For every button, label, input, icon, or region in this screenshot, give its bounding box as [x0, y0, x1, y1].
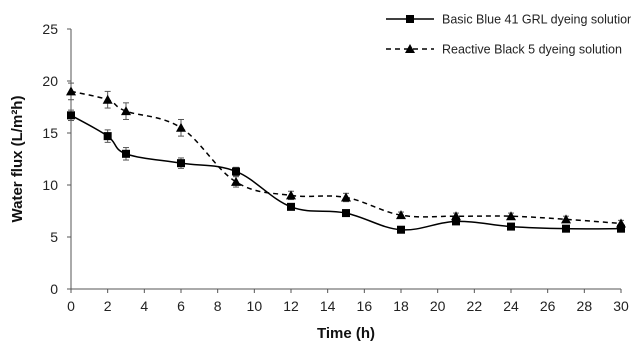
series-2	[66, 83, 626, 227]
x-tick-label: 10	[247, 298, 263, 314]
y-tick-label: 20	[42, 73, 58, 89]
y-tick-label: 15	[42, 125, 58, 141]
data-point	[286, 190, 296, 199]
legend-label: Basic Blue 41 GRL dyeing solution	[442, 13, 631, 27]
data-point	[103, 95, 113, 104]
data-point	[231, 177, 241, 186]
series-line	[71, 91, 621, 223]
data-point	[122, 150, 130, 158]
data-point	[341, 192, 351, 201]
x-axis-title: Time (h)	[317, 325, 375, 342]
data-point	[287, 203, 295, 211]
x-tick-label: 18	[393, 298, 409, 314]
y-tick-label: 25	[42, 21, 58, 37]
x-tick-label: 4	[140, 298, 148, 314]
x-tick-label: 8	[214, 298, 222, 314]
data-point	[104, 132, 112, 140]
data-point	[342, 209, 350, 217]
x-tick-label: 12	[283, 298, 299, 314]
data-point	[232, 167, 240, 175]
y-axis-title: Water flux (L/m²h)	[9, 96, 26, 223]
x-tick-label: 6	[177, 298, 185, 314]
x-tick-label: 26	[540, 298, 556, 314]
x-tick-label: 2	[104, 298, 112, 314]
legend-item-1: Basic Blue 41 GRL dyeing solution	[386, 13, 631, 27]
data-point	[66, 86, 76, 95]
series-layer	[66, 83, 626, 234]
data-point	[507, 223, 515, 231]
data-point	[397, 226, 405, 234]
x-tick-label: 16	[357, 298, 373, 314]
data-point	[177, 159, 185, 167]
legend-item-2: Reactive Black 5 dyeing solution	[386, 43, 622, 57]
x-tick-label: 28	[577, 298, 593, 314]
y-tick-label: 0	[50, 281, 58, 297]
data-point	[616, 218, 626, 227]
data-point	[176, 123, 186, 132]
data-point	[121, 106, 131, 115]
data-point	[67, 111, 75, 119]
x-tick-label: 20	[430, 298, 446, 314]
legend-label: Reactive Black 5 dyeing solution	[442, 43, 622, 57]
y-tick-label: 10	[42, 177, 58, 193]
legend: Basic Blue 41 GRL dyeing solution Reactiv…	[386, 13, 631, 57]
x-tick-label: 22	[467, 298, 483, 314]
x-tick-label: 30	[613, 298, 629, 314]
x-tick-label: 24	[503, 298, 519, 314]
x-tick-label: 0	[67, 298, 75, 314]
legend-marker	[406, 15, 414, 23]
data-point	[562, 225, 570, 233]
series-1	[67, 110, 625, 234]
y-tick-label: 5	[50, 229, 58, 245]
x-tick-label: 14	[320, 298, 336, 314]
